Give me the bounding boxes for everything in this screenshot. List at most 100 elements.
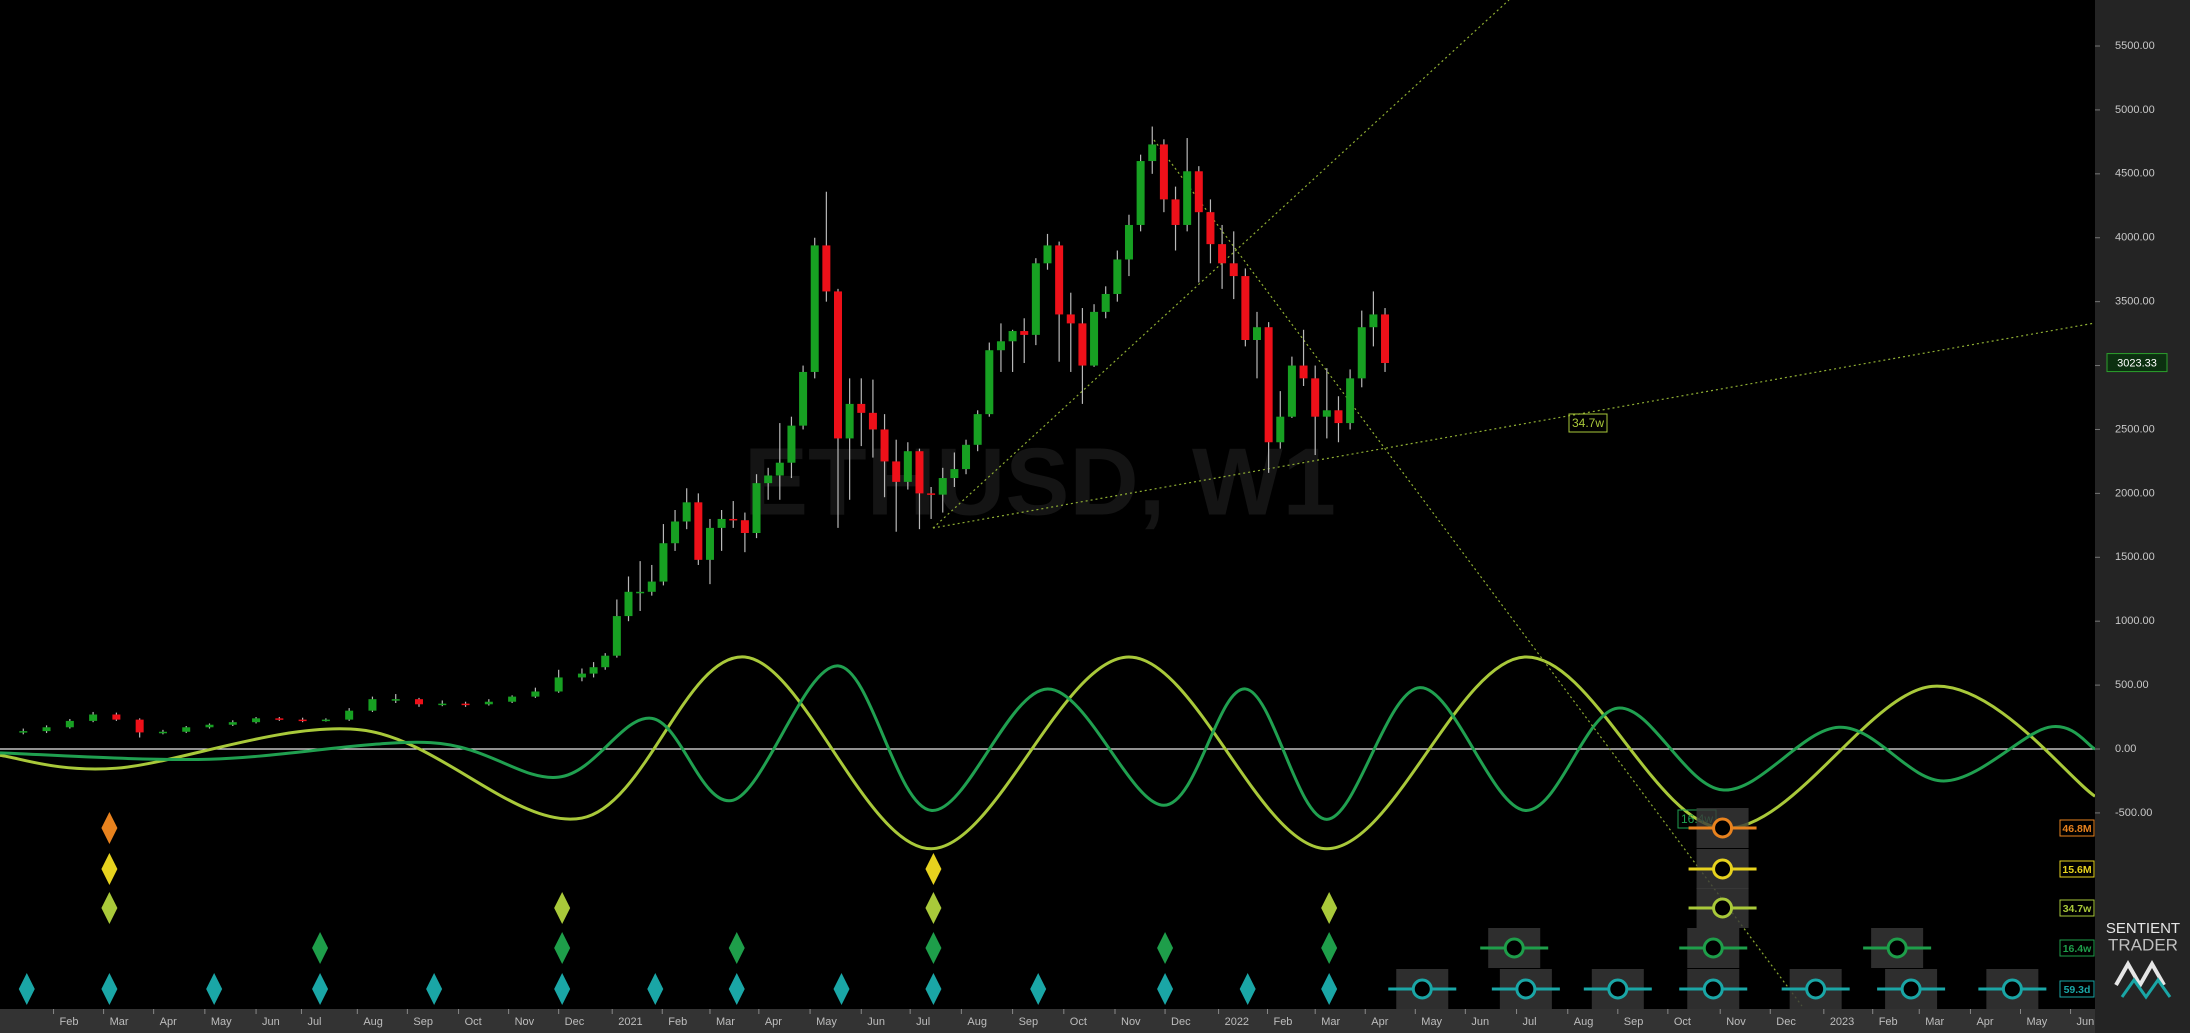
x-tick-label: Apr (1976, 1016, 1993, 1028)
candle-body (368, 699, 377, 711)
projection-circle (1702, 937, 1724, 959)
candle-body (1276, 416, 1285, 443)
projection-circle (2001, 978, 2023, 1000)
cycle-label-box (2059, 819, 2095, 837)
candle-body (531, 691, 540, 697)
candle-body (601, 655, 610, 668)
projection-circle (1712, 858, 1734, 880)
x-tick-label: Oct (1674, 1016, 1691, 1028)
x-tick-label: Sep (1624, 1016, 1644, 1028)
candle-body (671, 521, 680, 544)
cycle-label: 34.7w (2063, 903, 2092, 915)
candle-body (1008, 331, 1017, 342)
projection-circle (1886, 937, 1908, 959)
candle-body (764, 475, 773, 484)
watermark: ETHUSD, W1 (744, 428, 1336, 535)
trough-diamond (1321, 932, 1338, 964)
candle-body (822, 245, 831, 292)
candle-body (1031, 263, 1040, 335)
candle-body (927, 493, 936, 495)
candle-body (1171, 199, 1180, 225)
y-axis-panel (2095, 0, 2190, 1033)
x-tick-label: Feb (668, 1016, 687, 1028)
candle-body (1346, 378, 1355, 424)
candle-body (321, 719, 330, 722)
logo-text: SENTIENT (2106, 920, 2180, 937)
trough-diamond (1239, 973, 1256, 1005)
candle-body (915, 451, 924, 494)
cycle-wave (0, 664, 2096, 821)
cycle-label-box (2059, 980, 2095, 998)
projection-circle (1503, 937, 1525, 959)
candle-body (694, 502, 703, 560)
y-tick-label: 3500.00 (2115, 296, 2155, 308)
candle-body (1194, 171, 1203, 213)
candle-body (1229, 263, 1238, 277)
x-tick-label: Mar (1321, 1016, 1340, 1028)
candle-body (1148, 144, 1157, 162)
x-tick-label: May (2027, 1016, 2048, 1028)
cycle-label: 46.8M (2062, 823, 2091, 835)
y-tick-label: 1500.00 (2115, 551, 2155, 563)
annotation-box (1568, 413, 1608, 433)
trough-diamond (925, 853, 942, 885)
x-tick-label: Dec (1171, 1016, 1191, 1028)
candle-body (1299, 365, 1308, 379)
candle-body (1055, 245, 1064, 315)
candle-body (647, 581, 656, 592)
candle-body (158, 731, 167, 734)
candle-body (1183, 171, 1192, 225)
candle-body (228, 722, 237, 725)
candle-body (799, 371, 808, 426)
candle-body (438, 703, 447, 706)
candle-body (938, 478, 947, 495)
candle-body (1159, 144, 1168, 200)
trend-lines (932, 0, 2096, 1007)
candle-body (1206, 212, 1215, 245)
candle-body (636, 591, 645, 594)
cycle-label: 16.4w (2063, 943, 2092, 955)
candle-body (775, 462, 784, 476)
trough-diamond (101, 973, 118, 1005)
candle-body (275, 718, 284, 720)
y-tick-label: 5000.00 (2115, 104, 2155, 116)
candle-body (1218, 244, 1227, 264)
x-tick-label: Mar (110, 1016, 129, 1028)
trough-diamond (647, 973, 664, 1005)
trough-diamond (101, 812, 118, 844)
candle-body (996, 341, 1005, 351)
cycle-label-box (2059, 939, 2095, 957)
x-tick-label: Jun (867, 1016, 885, 1028)
x-tick-label: Feb (60, 1016, 79, 1028)
candle-body (624, 591, 633, 617)
candle-body (845, 403, 854, 439)
x-tick-label: Mar (1925, 1016, 1944, 1028)
cycle-label: 59.3d (2064, 984, 2091, 996)
trough-diamond (1157, 973, 1174, 1005)
x-tick-label: 2023 (1830, 1016, 1854, 1028)
price-label: 3023.33 (2117, 357, 2157, 369)
candle-body (962, 444, 971, 470)
trough-diamond (728, 932, 745, 964)
candle-body (950, 469, 959, 479)
candle-body (298, 719, 307, 722)
candle-body (391, 699, 400, 701)
trough-diamond (312, 973, 329, 1005)
trough-diamond (426, 973, 443, 1005)
x-tick-label: Feb (1273, 1016, 1292, 1028)
logo: SENTIENT TRADER (2106, 920, 2180, 1000)
candle-body (740, 520, 749, 534)
x-tick-label: Jun (1471, 1016, 1489, 1028)
price-label-box (2106, 353, 2168, 373)
x-tick-label: Dec (565, 1016, 585, 1028)
x-tick-label: Nov (1726, 1016, 1746, 1028)
candle-body (1357, 327, 1366, 379)
projection-circle (1712, 817, 1734, 839)
x-tick-label: Oct (1070, 1016, 1087, 1028)
candle-body (1066, 314, 1075, 324)
trough-diamond (312, 932, 329, 964)
candle-body (659, 543, 668, 582)
candle-body (1264, 327, 1273, 443)
x-tick-label: Jun (2077, 1016, 2095, 1028)
